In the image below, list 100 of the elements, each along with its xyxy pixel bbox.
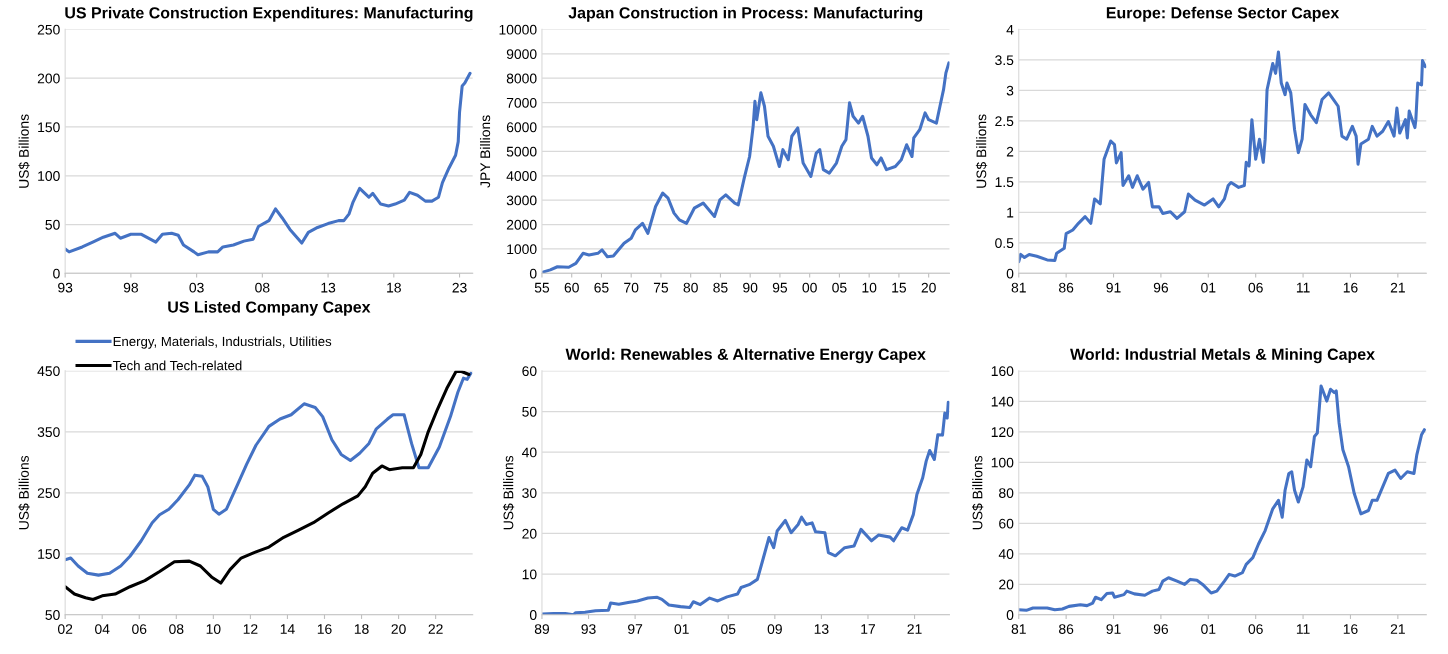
- y-tick-label: 10000: [499, 24, 537, 35]
- chart-title: Europe: Defense Sector Capex: [1106, 6, 1340, 22]
- y-tick-label: 4: [1006, 24, 1014, 35]
- y-tick-label: 20: [522, 528, 537, 539]
- x-tick-label: 97: [628, 624, 643, 634]
- y-tick-label: 8000: [506, 73, 537, 84]
- y-tick-label: 0: [529, 268, 537, 279]
- x-tick-label: 85: [713, 282, 728, 293]
- y-tick-label: 5000: [506, 146, 537, 157]
- x-tick-label: 81: [1011, 624, 1026, 634]
- x-tick-label: 06: [132, 624, 147, 634]
- x-tick-label: 95: [772, 282, 788, 293]
- x-tick-label: 06: [1248, 624, 1263, 634]
- y-tick-label: 3.5: [995, 55, 1014, 66]
- x-tick-label: 81: [1011, 282, 1026, 293]
- x-tick-label: 86: [1059, 624, 1074, 634]
- legend-label: Energy, Materials, Industrials, Utilities: [113, 336, 332, 349]
- x-tick-label: 01: [1201, 624, 1216, 634]
- y-axis-title: JPY Billions: [479, 115, 491, 188]
- x-tick-label: 21: [1390, 282, 1405, 293]
- x-tick-label: 20: [921, 282, 936, 293]
- x-tick-label: 86: [1059, 282, 1074, 293]
- y-tick-label: 6000: [506, 122, 537, 133]
- x-tick-label: 16: [317, 624, 332, 634]
- x-tick-label: 01: [674, 624, 689, 634]
- x-tick-label: 21: [1390, 624, 1405, 634]
- x-tick-label: 15: [892, 282, 907, 293]
- x-tick-label: 14: [280, 624, 295, 634]
- y-tick-label: 0: [529, 610, 537, 620]
- y-tick-label: 0: [53, 268, 60, 279]
- x-tick-label: 09: [767, 624, 782, 634]
- x-tick-label: 17: [861, 624, 875, 634]
- x-tick-label: 12: [243, 624, 258, 634]
- x-tick-label: 21: [907, 624, 922, 634]
- y-tick-label: 100: [38, 171, 60, 181]
- x-tick-label: 91: [1106, 624, 1121, 634]
- x-tick-label: 00: [802, 282, 817, 293]
- y-tick-label: 1000: [507, 244, 537, 255]
- y-tick-label: 30: [522, 488, 537, 498]
- x-tick-label: 01: [1201, 282, 1216, 293]
- y-tick-label: 350: [37, 427, 60, 438]
- x-tick-label: 11: [1296, 624, 1310, 634]
- chart-title: Japan Construction in Process: Manufacturing: [568, 6, 923, 22]
- y-axis-title: US$ Billions: [18, 455, 30, 530]
- x-tick-label: 13: [814, 624, 829, 634]
- x-tick-label: 03: [189, 282, 204, 293]
- y-tick-label: 50: [45, 610, 60, 620]
- x-tick-label: 18: [387, 282, 401, 293]
- y-tick-label: 2000: [506, 219, 537, 230]
- chart-title: US Private Construction Expenditures: Manufacturing: [65, 6, 473, 22]
- y-axis-title: US$ Billions: [502, 455, 515, 530]
- y-tick-label: 160: [991, 366, 1014, 377]
- y-tick-label: 250: [37, 488, 60, 498]
- y-tick-label: 2.5: [995, 116, 1014, 127]
- x-tick-label: 96: [1153, 624, 1169, 634]
- x-tick-label: 04: [95, 624, 110, 634]
- y-tick-label: 4000: [506, 171, 537, 181]
- x-tick-label: 90: [743, 282, 758, 293]
- x-tick-label: 06: [1248, 282, 1263, 293]
- x-tick-label: 02: [57, 624, 73, 634]
- y-axis-title: US$ Billions: [18, 114, 30, 188]
- y-tick-label: 450: [37, 366, 60, 377]
- y-tick-label: 1: [1007, 207, 1014, 218]
- chart-title: US Listed Company Capex: [168, 300, 371, 316]
- y-tick-label: 9000: [506, 49, 537, 59]
- y-tick-label: 3000: [506, 195, 537, 206]
- y-tick-label: 7000: [506, 97, 537, 108]
- x-tick-label: 20: [391, 624, 406, 634]
- x-tick-label: 10: [206, 624, 221, 634]
- y-tick-label: 60: [999, 518, 1014, 529]
- x-tick-label: 11: [1296, 282, 1310, 293]
- x-tick-label: 60: [564, 282, 579, 293]
- y-tick-label: 120: [991, 427, 1014, 438]
- y-tick-label: 50: [522, 406, 537, 417]
- y-tick-label: 250: [37, 24, 60, 35]
- x-tick-label: 23: [452, 282, 467, 293]
- line-series: [65, 71, 472, 257]
- x-tick-label: 93: [581, 624, 596, 634]
- y-tick-label: 0.5: [995, 238, 1014, 248]
- y-tick-label: 150: [38, 122, 60, 133]
- legend-label: Tech and Tech-related: [112, 360, 242, 371]
- x-tick-label: 10: [862, 282, 877, 293]
- x-tick-label: 16: [1343, 624, 1358, 634]
- x-tick-label: 75: [653, 282, 669, 293]
- y-tick-label: 80: [999, 488, 1014, 498]
- x-tick-label: 16: [1343, 282, 1358, 293]
- x-tick-label: 05: [832, 282, 847, 293]
- x-tick-label: 22: [428, 624, 443, 634]
- y-tick-label: 100: [991, 457, 1014, 468]
- y-tick-label: 40: [998, 549, 1014, 559]
- line-series: [1018, 384, 1426, 612]
- x-tick-label: 70: [624, 282, 639, 293]
- y-axis-title: US$ Billions: [972, 455, 984, 530]
- line-series: [1018, 50, 1427, 264]
- y-tick-label: 0: [1006, 268, 1014, 279]
- y-tick-label: 150: [38, 549, 60, 559]
- y-tick-label: 40: [521, 447, 537, 458]
- y-tick-label: 1.5: [995, 177, 1014, 188]
- x-tick-label: 18: [354, 624, 369, 634]
- y-tick-label: 50: [45, 219, 60, 230]
